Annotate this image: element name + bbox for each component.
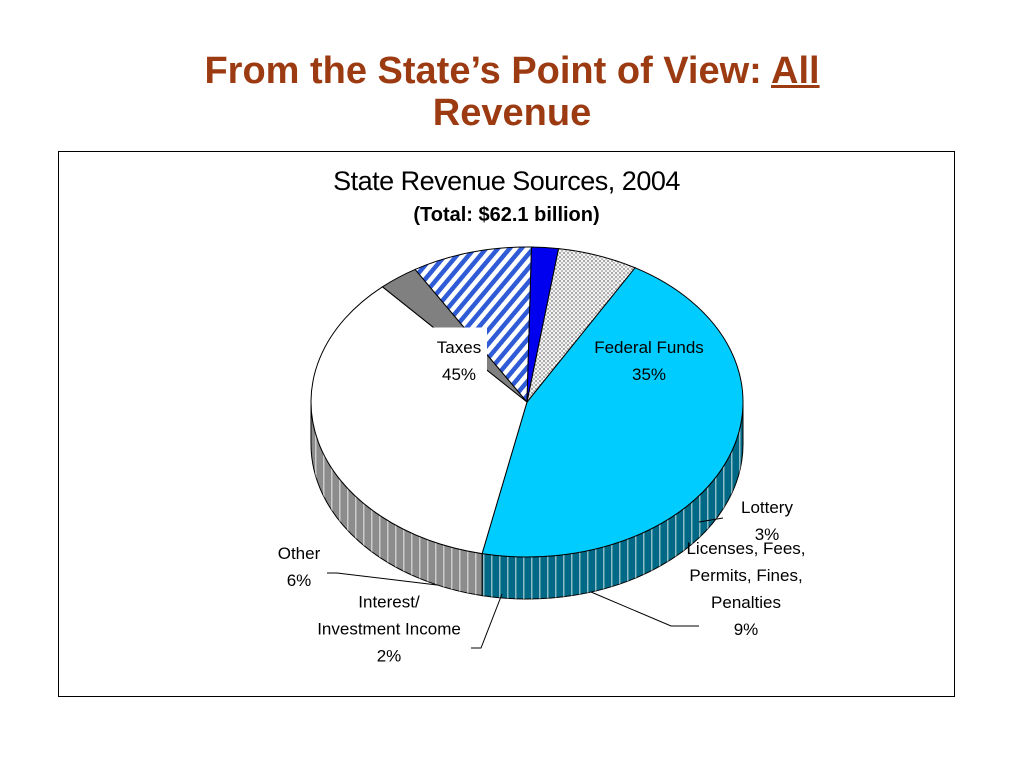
slice-label-licenses-fees-1: Permits, Fines,: [689, 566, 802, 585]
pie-labels: Taxes 45% Federal Funds 35% Lottery 3%License…: [278, 327, 806, 665]
pie-chart: Taxes 45% Federal Funds 35% Lottery 3%License…: [278, 246, 806, 665]
slice-licenses-fees: [414, 246, 533, 404]
slice-label-federal-funds-1: 35%: [632, 365, 666, 384]
slice-federal-funds: [310, 286, 528, 555]
slide-title-emphasis: All: [771, 50, 820, 92]
slice-side-stripes-taxes: [482, 402, 743, 599]
leader-line-other: [327, 572, 438, 586]
slice-label-interest-0: Interest/: [358, 592, 420, 611]
label-box-taxes: [431, 327, 487, 390]
pie-tops: [310, 246, 744, 558]
slice-label-lottery-1: 3%: [755, 525, 780, 544]
slice-label-interest-2: 2%: [377, 646, 402, 665]
slice-label-licenses-fees-3: 9%: [734, 620, 759, 639]
slide-title: From the State’s Point of View: All Reven…: [0, 50, 1024, 134]
slice-label-licenses-fees-0: Licenses, Fees,: [686, 539, 805, 558]
slice-side-stripes-federal-funds: [311, 402, 483, 596]
slice-label-other-0: Other: [278, 544, 321, 563]
slice-taxes: [481, 267, 744, 558]
slide-title-tail: Revenue: [432, 92, 592, 134]
slice-label-licenses-fees-2: Penalties: [711, 593, 781, 612]
leader-line-interest: [471, 593, 503, 649]
chart-title: State Revenue Sources, 2004: [333, 166, 680, 196]
slice-label-lottery-0: Lottery: [741, 498, 793, 517]
chart-frame: State Revenue Sources, 2004 (Total: $62.…: [58, 151, 955, 697]
slice-other: [526, 248, 636, 403]
leader-line-licenses-fees: [590, 591, 699, 627]
chart-subtitle: (Total: $62.1 billion): [413, 204, 600, 226]
slice-label-other-1: 6%: [287, 571, 312, 590]
slide-title-main: From the State’s Point of View:: [204, 50, 771, 92]
leader-line-lottery: [698, 517, 724, 523]
slice-label-taxes-1: 45%: [442, 365, 476, 384]
slice-label-taxes-0: Taxes: [437, 338, 481, 357]
slice-label-interest-1: Investment Income: [317, 619, 461, 638]
slice-label-federal-funds-0: Federal Funds: [594, 338, 704, 357]
